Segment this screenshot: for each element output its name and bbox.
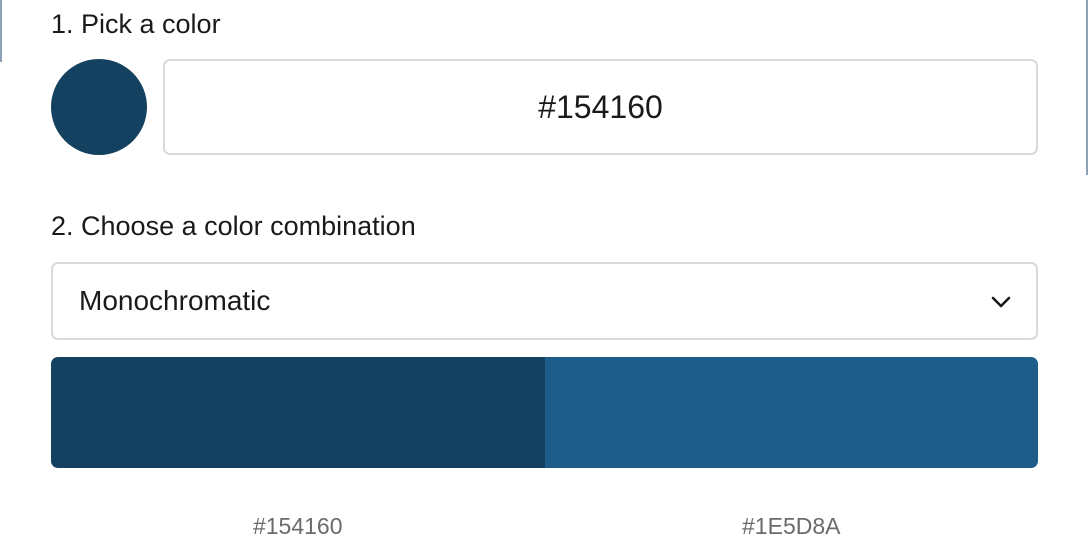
color-combination-value: Monochromatic [79,285,271,316]
chevron-down-icon [991,296,1011,308]
palette-swatch[interactable] [544,357,1038,468]
palette-hex-labels: #154160 #1E5D8A [51,512,1038,542]
step-2-heading: 2. Choose a color combination [51,211,416,241]
palette-preview [51,357,1038,468]
window-edge-left [0,0,2,62]
window-edge-right [1086,0,1088,175]
step-1-heading: 1. Pick a color [51,9,221,39]
color-picker-swatch[interactable] [51,59,147,155]
color-combination-select[interactable]: Monochromatic [51,262,1038,340]
palette-hex-label[interactable]: #154160 [252,513,343,539]
palette-hex-label[interactable]: #1E5D8A [742,513,841,539]
hex-color-input[interactable] [163,59,1038,155]
palette-swatch[interactable] [51,357,545,468]
